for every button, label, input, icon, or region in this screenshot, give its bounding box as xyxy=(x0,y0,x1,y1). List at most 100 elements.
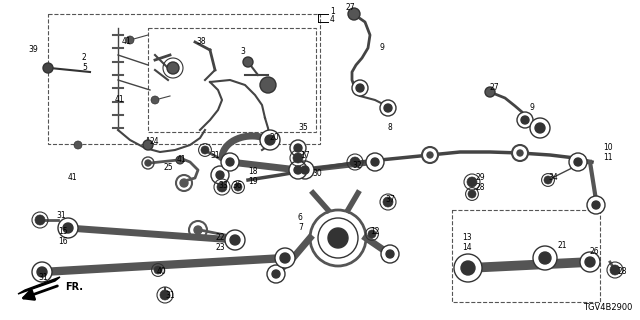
Circle shape xyxy=(467,177,477,187)
Text: 33: 33 xyxy=(218,180,228,189)
Text: 17: 17 xyxy=(300,150,310,159)
Circle shape xyxy=(194,226,202,234)
Text: 28: 28 xyxy=(618,268,627,276)
Circle shape xyxy=(32,262,52,282)
Circle shape xyxy=(422,147,438,163)
Circle shape xyxy=(151,96,159,104)
Circle shape xyxy=(383,197,393,207)
Circle shape xyxy=(260,77,276,93)
Text: 35: 35 xyxy=(298,124,308,132)
Circle shape xyxy=(226,158,234,166)
Circle shape xyxy=(267,265,285,283)
Text: 4: 4 xyxy=(330,15,335,25)
Circle shape xyxy=(290,140,306,156)
Circle shape xyxy=(217,182,227,192)
Text: 26: 26 xyxy=(590,247,600,257)
Text: 40: 40 xyxy=(157,268,167,276)
Bar xyxy=(148,28,316,132)
Circle shape xyxy=(356,84,364,92)
Circle shape xyxy=(167,62,179,74)
Circle shape xyxy=(318,218,358,258)
Text: 39: 39 xyxy=(28,45,38,54)
Circle shape xyxy=(37,267,47,277)
Text: 18: 18 xyxy=(248,167,257,177)
Text: 3: 3 xyxy=(240,47,245,57)
Text: 9: 9 xyxy=(380,44,385,52)
Circle shape xyxy=(160,290,170,300)
Text: 32: 32 xyxy=(352,161,362,170)
Text: 9: 9 xyxy=(530,103,535,113)
Circle shape xyxy=(454,254,482,282)
Circle shape xyxy=(43,63,53,73)
Polygon shape xyxy=(18,277,60,294)
Circle shape xyxy=(243,57,253,67)
Text: 6: 6 xyxy=(298,213,303,222)
Circle shape xyxy=(427,152,433,158)
Circle shape xyxy=(574,158,582,166)
Circle shape xyxy=(63,223,73,233)
Circle shape xyxy=(301,166,309,174)
Text: 31: 31 xyxy=(56,211,66,220)
Text: 20: 20 xyxy=(270,133,280,142)
Circle shape xyxy=(384,104,392,112)
Text: 13: 13 xyxy=(462,234,472,243)
Circle shape xyxy=(289,161,307,179)
Circle shape xyxy=(517,112,533,128)
Circle shape xyxy=(371,158,379,166)
Circle shape xyxy=(293,153,303,163)
Circle shape xyxy=(35,215,45,225)
Circle shape xyxy=(569,153,587,171)
Circle shape xyxy=(225,230,245,250)
Text: 22: 22 xyxy=(215,234,225,243)
Text: 7: 7 xyxy=(298,223,303,233)
Circle shape xyxy=(201,146,209,154)
Text: 11: 11 xyxy=(603,154,612,163)
Circle shape xyxy=(461,261,475,275)
Text: 41: 41 xyxy=(177,156,187,164)
Text: 14: 14 xyxy=(462,244,472,252)
Text: 12: 12 xyxy=(370,228,380,236)
Circle shape xyxy=(592,201,600,209)
Circle shape xyxy=(176,156,184,164)
Text: 19: 19 xyxy=(248,177,258,186)
Text: 41: 41 xyxy=(122,37,132,46)
Circle shape xyxy=(294,166,302,174)
Circle shape xyxy=(517,150,523,156)
Text: 2: 2 xyxy=(82,53,87,62)
Text: 38: 38 xyxy=(196,37,205,46)
Text: 30: 30 xyxy=(312,169,322,178)
Text: 16: 16 xyxy=(58,236,68,245)
Circle shape xyxy=(154,266,162,274)
Circle shape xyxy=(211,166,229,184)
Text: 21: 21 xyxy=(558,241,568,250)
Text: 24: 24 xyxy=(150,138,159,147)
Circle shape xyxy=(348,8,360,20)
Circle shape xyxy=(328,228,348,248)
Text: 41: 41 xyxy=(68,173,77,182)
Circle shape xyxy=(234,183,242,191)
Circle shape xyxy=(539,252,551,264)
Text: 34: 34 xyxy=(548,173,557,182)
Bar xyxy=(452,210,600,302)
Circle shape xyxy=(216,171,224,179)
Circle shape xyxy=(221,153,239,171)
Text: 37: 37 xyxy=(385,196,395,204)
Circle shape xyxy=(296,161,314,179)
Text: 10: 10 xyxy=(603,143,612,153)
Circle shape xyxy=(350,157,360,167)
Circle shape xyxy=(585,257,595,267)
Circle shape xyxy=(468,190,476,198)
Circle shape xyxy=(366,153,384,171)
Text: 8: 8 xyxy=(388,124,393,132)
Text: 27: 27 xyxy=(490,84,500,92)
Text: 29: 29 xyxy=(476,173,486,182)
Circle shape xyxy=(386,250,394,258)
Circle shape xyxy=(145,160,151,166)
Circle shape xyxy=(126,36,134,44)
Text: 41: 41 xyxy=(115,95,125,105)
Circle shape xyxy=(180,179,188,187)
Circle shape xyxy=(381,245,399,263)
Circle shape xyxy=(272,270,280,278)
Circle shape xyxy=(143,140,153,150)
Text: 15: 15 xyxy=(58,228,68,236)
